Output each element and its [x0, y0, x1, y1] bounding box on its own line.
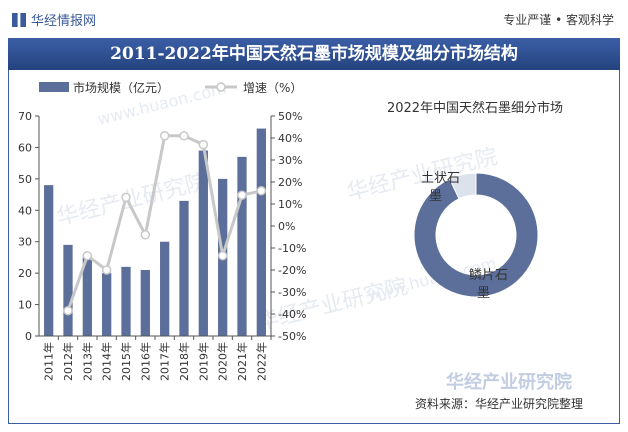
bar	[256, 128, 266, 336]
donut-slice-linpian	[413, 172, 539, 298]
x-tick-label: 2015年	[119, 342, 133, 381]
slogan: 专业严谨 • 客观科学	[503, 13, 614, 27]
growth-point	[159, 131, 170, 141]
bar	[140, 270, 150, 336]
growth-point	[217, 250, 228, 261]
right-tick-label: 20%	[278, 176, 302, 189]
left-tick-label: 0	[25, 330, 32, 343]
right-tick-label: -20%	[278, 264, 306, 277]
left-tick-label: 10	[18, 299, 32, 312]
growth-point	[140, 230, 151, 240]
right-tick-label: -40%	[278, 308, 306, 321]
x-tick-label: 2016年	[138, 342, 152, 381]
x-tick-label: 2012年	[61, 342, 75, 381]
left-tick-label: 30	[18, 236, 32, 249]
growth-point	[101, 265, 112, 275]
donut-label-linpian: 鳞片石	[469, 268, 508, 283]
x-tick-label: 2017年	[158, 342, 172, 381]
right-tick-label: 40%	[278, 132, 302, 145]
bar	[63, 244, 73, 336]
footer-brand: 华经产业研究院	[446, 371, 572, 393]
source-note: 资料来源：华经产业研究院整理	[415, 396, 583, 411]
chart-legend: 市场规模（亿元） 增速（%）	[39, 80, 302, 95]
donut-label-tuzhuang: 土状石	[421, 171, 460, 186]
chart-canvas: 华经产业研究院 华经产业研究院 华经产业研究院 www.huaon.com ww…	[18, 78, 583, 411]
logo-icon	[12, 13, 26, 27]
left-tick-label: 70	[18, 110, 32, 123]
legend-marker-line	[216, 82, 226, 92]
growth-point	[198, 139, 209, 150]
bar	[198, 150, 208, 336]
right-tick-label: 10%	[278, 198, 302, 211]
bar-series	[44, 128, 266, 336]
bar	[237, 156, 247, 336]
right-tick-label: -10%	[278, 242, 306, 255]
bar	[82, 257, 92, 336]
x-tick-label: 2018年	[177, 342, 191, 381]
x-tick-label: 2011年	[42, 342, 56, 381]
left-tick-label: 60	[18, 141, 32, 154]
right-tick-label: 50%	[278, 110, 302, 123]
growth-point	[256, 186, 267, 196]
x-tick-label: 2022年	[254, 342, 268, 381]
chart-panel: 华经产业研究院 华经产业研究院 华经产业研究院 www.huaon.com ww…	[8, 70, 620, 424]
x-tick-label: 2014年	[100, 342, 114, 381]
donut-title: 2022年中国天然石墨细分市场	[387, 100, 563, 116]
right-tick-label: 30%	[278, 154, 302, 167]
axes: 0 10 20 30 40 50 60 70 -50% -40% -30% -20% -10% 0% 10%…	[18, 110, 306, 381]
top-bar: 华经情报网 专业严谨 • 客观科学	[0, 0, 628, 38]
logo-text: 华经情报网	[31, 14, 97, 29]
bar	[44, 185, 54, 336]
growth-point	[237, 190, 247, 200]
x-tick-label: 2020年	[216, 342, 230, 381]
logo[interactable]: 华经情报网	[12, 10, 96, 29]
x-tick-label: 2013年	[80, 342, 94, 381]
bar	[121, 266, 131, 336]
bar	[179, 200, 189, 336]
donut-label-tuzhuang-2: 墨	[429, 189, 442, 204]
left-tick-label: 50	[18, 173, 32, 186]
right-tick-label: 0%	[278, 220, 295, 233]
line-series	[63, 131, 267, 316]
growth-point	[121, 192, 131, 203]
x-tick-label: 2019年	[196, 342, 210, 381]
right-tick-label: -30%	[278, 286, 306, 299]
left-tick-label: 40	[18, 204, 32, 217]
legend-swatch-bar	[39, 82, 69, 92]
left-tick-label: 20	[18, 267, 32, 280]
growth-point	[63, 305, 73, 316]
growth-point	[82, 250, 93, 261]
right-tick-label: -50%	[278, 330, 306, 343]
legend-label-line: 增速（%）	[243, 81, 302, 95]
bar	[102, 273, 112, 336]
x-tick-label: 2021年	[235, 342, 249, 381]
growth-point	[179, 131, 189, 141]
donut-label-linpian-2: 墨	[477, 286, 490, 301]
page-title: 2011-2022年中国天然石墨市场规模及细分市场结构	[8, 38, 620, 70]
bar	[160, 241, 170, 336]
legend-label-bar: 市场规模（亿元）	[73, 80, 169, 95]
